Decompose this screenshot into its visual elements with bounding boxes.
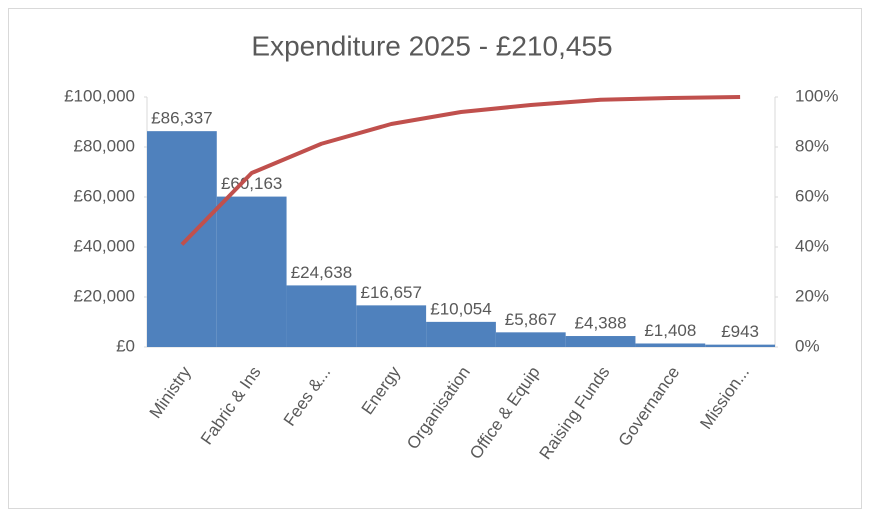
data-label: £60,163 (221, 174, 282, 193)
data-label: £86,337 (151, 109, 212, 128)
bar (356, 305, 427, 347)
y-tick-label: £40,000 (74, 236, 135, 255)
y2-tick-label: 20% (795, 286, 829, 305)
y2-tick-label: 100% (795, 86, 838, 105)
data-label: £10,054 (430, 299, 491, 318)
data-label: £16,657 (360, 283, 421, 302)
y-tick-label: £0 (116, 336, 135, 355)
bar (635, 343, 706, 347)
bar (426, 321, 496, 347)
y-tick-label: £20,000 (74, 286, 135, 305)
y-tick-label: £100,000 (64, 86, 135, 105)
bar (495, 332, 566, 347)
bar (705, 344, 775, 347)
data-label: £4,388 (575, 314, 627, 333)
data-label: £1,408 (644, 321, 696, 340)
y2-tick-label: 40% (795, 236, 829, 255)
bar (147, 131, 217, 347)
cumulative-line (180, 95, 741, 246)
y-tick-label: £60,000 (74, 186, 135, 205)
y2-tick-label: 80% (795, 136, 829, 155)
data-label: £24,638 (291, 263, 352, 282)
bar (565, 336, 636, 347)
y2-tick-label: 60% (795, 186, 829, 205)
chart-frame (8, 8, 862, 509)
bar (286, 285, 357, 347)
y2-tick-label: 0% (795, 336, 820, 355)
data-label: £943 (721, 322, 759, 341)
data-label: £5,867 (505, 310, 557, 329)
bar (216, 196, 287, 347)
y-tick-label: £80,000 (74, 136, 135, 155)
chart-title: Expenditure 2025 - £210,455 (251, 30, 612, 61)
